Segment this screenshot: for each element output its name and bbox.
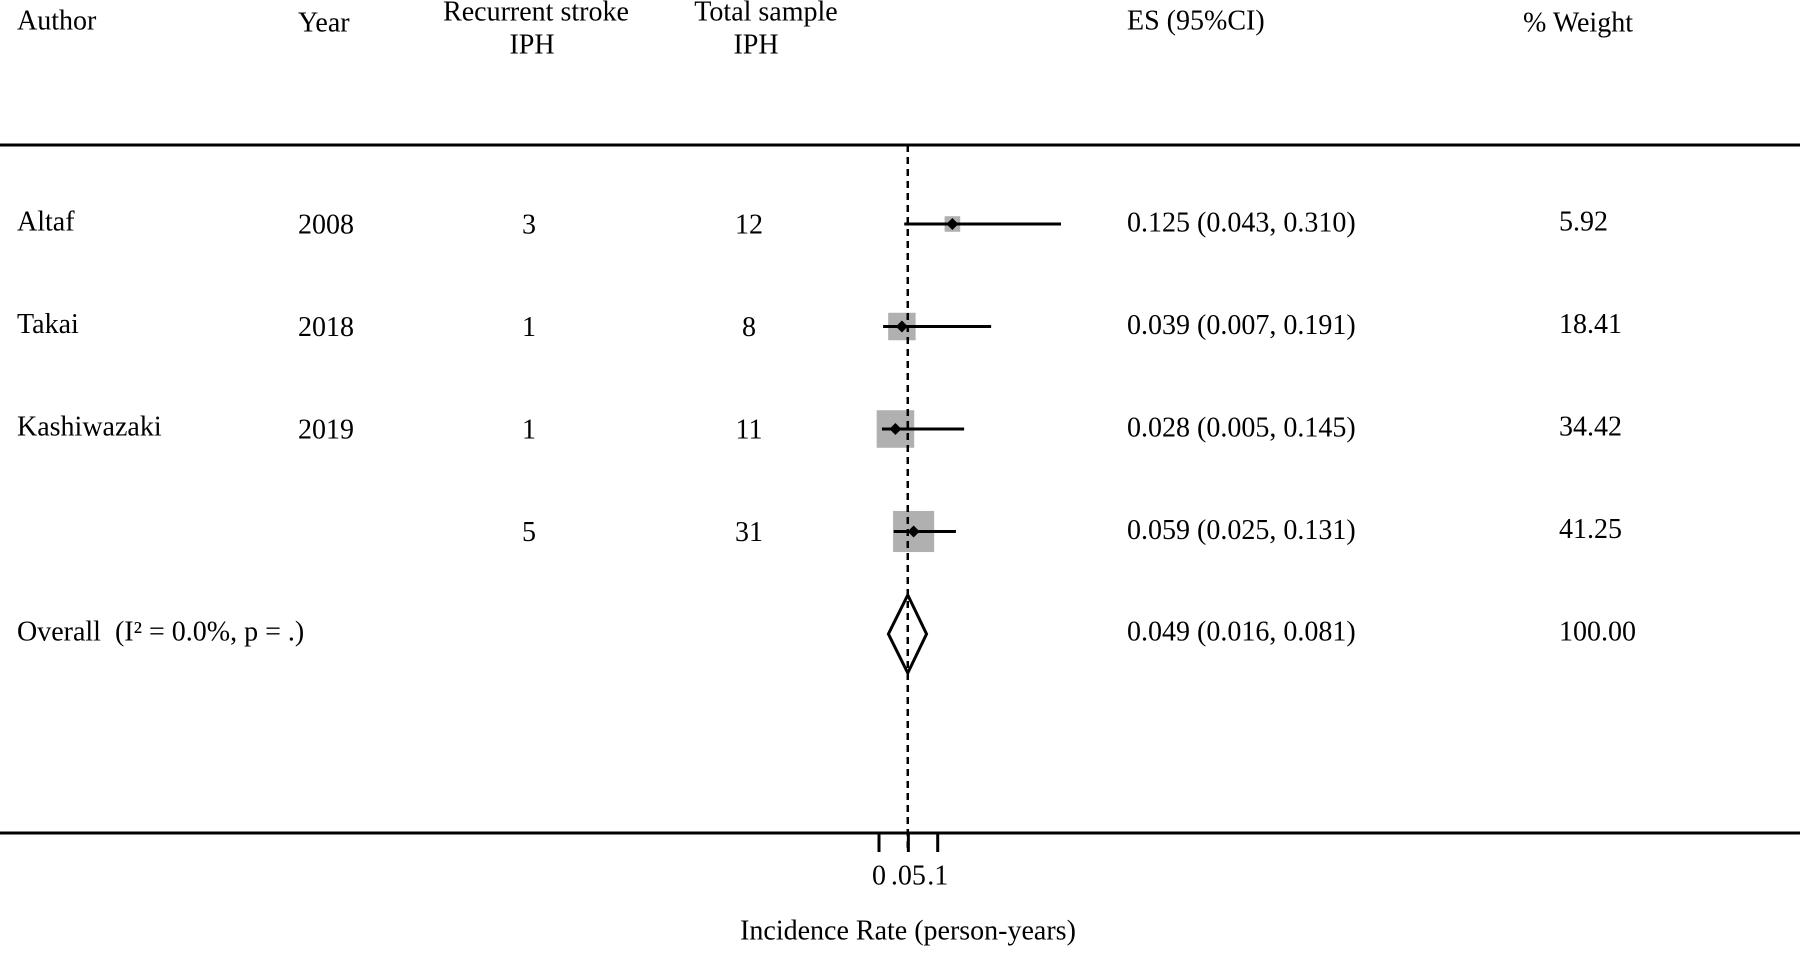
point-estimate bbox=[907, 525, 920, 538]
x-tick-label: .05 bbox=[891, 860, 926, 891]
es-label: 0.039 (0.007, 0.191) bbox=[1127, 310, 1356, 341]
overall-label: Overall (I² = 0.0%, p = .) bbox=[17, 616, 304, 647]
total: 11 bbox=[736, 414, 763, 445]
weight: 100.00 bbox=[1559, 616, 1636, 647]
header-events: Recurrent stroke bbox=[443, 0, 629, 27]
events: 5 bbox=[522, 517, 536, 548]
total: 31 bbox=[735, 517, 763, 548]
header-year: Year bbox=[298, 7, 350, 38]
header-es: ES (95%CI) bbox=[1127, 5, 1265, 36]
x-tick-label: .1 bbox=[927, 860, 948, 891]
es-label: 0.059 (0.025, 0.131) bbox=[1127, 515, 1356, 546]
year: 2018 bbox=[298, 312, 354, 343]
events: 1 bbox=[522, 414, 536, 445]
header-events: IPH bbox=[509, 29, 554, 60]
total: 8 bbox=[742, 312, 756, 343]
weight: 41.25 bbox=[1559, 514, 1622, 545]
overall-diamond bbox=[886, 591, 929, 677]
header-total: IPH bbox=[733, 29, 778, 60]
x-tick-label: 0 bbox=[872, 860, 886, 891]
total: 12 bbox=[735, 209, 763, 240]
header-author: Author bbox=[17, 5, 97, 36]
author: Altaf bbox=[17, 206, 75, 237]
author: Kashiwazaki bbox=[17, 411, 162, 442]
header-total: Total sample bbox=[694, 0, 837, 27]
weight: 18.41 bbox=[1559, 309, 1622, 340]
year: 2019 bbox=[298, 414, 354, 445]
header-weight: % Weight bbox=[1523, 7, 1633, 38]
events: 1 bbox=[522, 312, 536, 343]
es-label: 0.049 (0.016, 0.081) bbox=[1127, 616, 1356, 647]
author: Takai bbox=[17, 309, 79, 340]
x-axis-label: Incidence Rate (person-years) bbox=[740, 915, 1076, 946]
year: 2008 bbox=[298, 209, 354, 240]
es-label: 0.125 (0.043, 0.310) bbox=[1127, 207, 1356, 238]
weight: 34.42 bbox=[1559, 411, 1622, 442]
es-label: 0.028 (0.005, 0.145) bbox=[1127, 412, 1356, 443]
point-estimate bbox=[946, 218, 959, 230]
weight: 5.92 bbox=[1559, 206, 1608, 237]
point-estimate bbox=[895, 320, 908, 333]
point-estimate bbox=[889, 423, 902, 435]
events: 3 bbox=[522, 209, 536, 240]
